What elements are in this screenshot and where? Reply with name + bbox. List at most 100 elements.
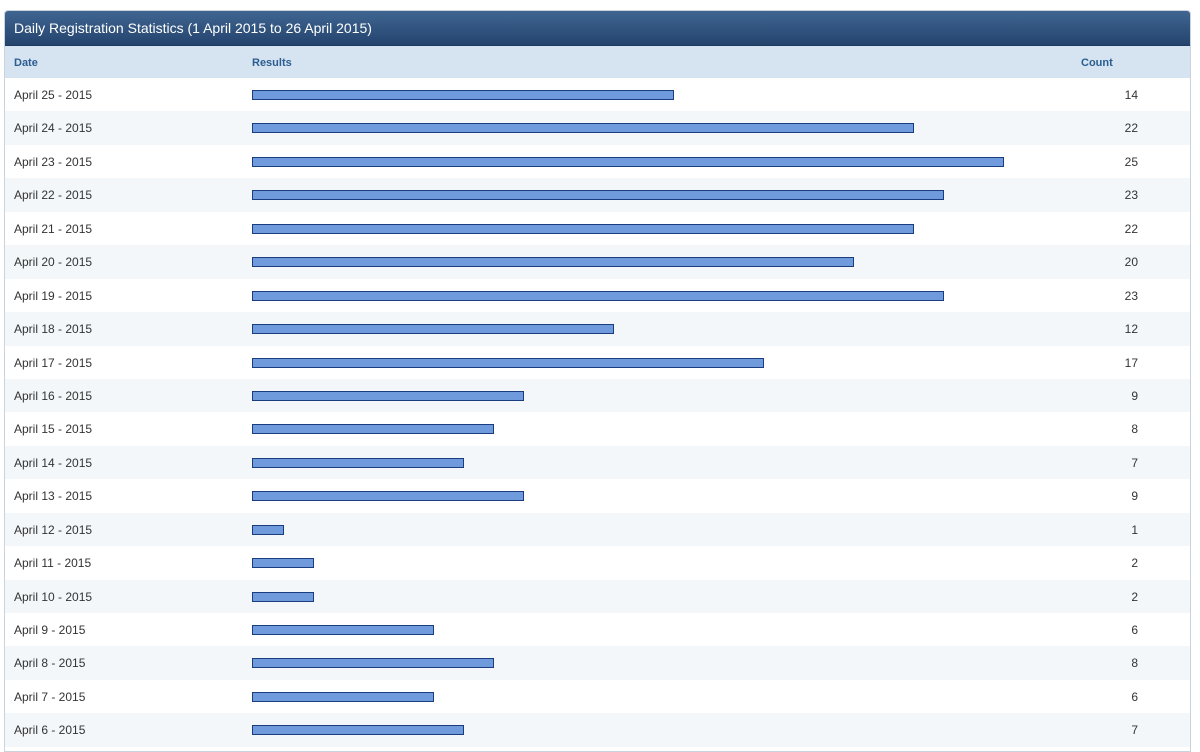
- row-date: April 25 - 2015: [14, 88, 93, 102]
- row-count: 8: [1131, 656, 1138, 671]
- row-count: 23: [1124, 288, 1138, 303]
- table-row: April 14 - 2015 7: [5, 445, 1190, 480]
- row-count: 25: [1124, 154, 1138, 169]
- table-row: April 25 - 2015 14: [5, 78, 1190, 112]
- row-count: 7: [1131, 723, 1138, 738]
- row-date: April 14 - 2015: [14, 455, 93, 470]
- row-date: April 10 - 2015: [14, 589, 93, 604]
- bar-track: [252, 691, 1012, 702]
- table-row: April 17 - 2015 17: [5, 345, 1190, 379]
- row-count: 1: [1131, 522, 1138, 537]
- bar-track: [252, 223, 1012, 234]
- result-bar: [252, 658, 494, 669]
- result-bar: [252, 156, 1004, 167]
- table-row: April 13 - 2015 9: [5, 479, 1190, 513]
- column-header-count: Count: [1081, 57, 1113, 69]
- panel-title: Daily Registration Statistics (1 April 2…: [5, 11, 1190, 46]
- bar-track: [252, 491, 1012, 502]
- row-date: April 23 - 2015: [14, 154, 93, 169]
- row-date: April 20 - 2015: [14, 255, 93, 270]
- result-bar: [252, 390, 524, 401]
- row-date: April 17 - 2015: [14, 355, 93, 370]
- result-bar: [252, 524, 284, 535]
- column-header-results: Results: [252, 57, 292, 69]
- table-row: April 12 - 2015 1: [5, 512, 1190, 547]
- row-count: 17: [1124, 355, 1138, 370]
- registration-stats-panel: Daily Registration Statistics (1 April 2…: [4, 10, 1191, 752]
- row-date: April 12 - 2015: [14, 522, 93, 537]
- result-bar: [252, 558, 314, 569]
- row-count: 22: [1124, 121, 1138, 136]
- row-count: 8: [1131, 422, 1138, 437]
- table-row: April 11 - 2015 2: [5, 546, 1190, 580]
- bar-track: [252, 156, 1012, 167]
- table-row: April 8 - 2015 8: [5, 646, 1190, 680]
- bar-track: [252, 658, 1012, 669]
- row-count: 7: [1131, 455, 1138, 470]
- row-count: 2: [1131, 589, 1138, 604]
- row-date: April 15 - 2015: [14, 422, 93, 437]
- row-count: 2: [1131, 556, 1138, 571]
- row-date: April 24 - 2015: [14, 121, 93, 136]
- row-count: 9: [1131, 388, 1138, 403]
- row-count: 12: [1124, 322, 1138, 337]
- table-row: April 19 - 2015 23: [5, 278, 1190, 313]
- table-row: April 24 - 2015 22: [5, 111, 1190, 145]
- row-date: April 13 - 2015: [14, 489, 93, 504]
- column-header-date: Date: [14, 57, 38, 69]
- result-bar: [252, 691, 434, 702]
- result-bar: [252, 357, 764, 368]
- result-bar: [252, 591, 314, 602]
- result-bar: [252, 424, 494, 435]
- result-bar: [252, 725, 464, 736]
- result-bar: [252, 625, 434, 635]
- row-count: 6: [1131, 623, 1138, 637]
- row-date: April 9 - 2015: [14, 623, 86, 637]
- row-count: 22: [1124, 221, 1138, 236]
- result-bar: [252, 90, 674, 100]
- bar-track: [252, 524, 1012, 535]
- table-row: April 6 - 2015 7: [5, 713, 1190, 747]
- bar-track: [252, 123, 1012, 134]
- bar-track: [252, 390, 1012, 401]
- table-row: April 20 - 2015 20: [5, 245, 1190, 279]
- result-bar: [252, 190, 944, 201]
- row-date: April 19 - 2015: [14, 288, 93, 303]
- result-bar: [252, 123, 914, 134]
- table-row: April 9 - 2015 6: [5, 613, 1190, 647]
- result-bar: [252, 324, 614, 335]
- bar-track: [252, 190, 1012, 201]
- row-date: April 21 - 2015: [14, 221, 93, 236]
- bar-track: [252, 424, 1012, 435]
- row-date: April 18 - 2015: [14, 322, 93, 337]
- row-date: April 22 - 2015: [14, 188, 93, 203]
- stats-rows: April 25 - 2015 14 April 24 - 2015 22 April …: [5, 78, 1190, 747]
- table-row: April 10 - 2015 2: [5, 579, 1190, 613]
- result-bar: [252, 223, 914, 234]
- bar-track: [252, 457, 1012, 468]
- bar-track: [252, 357, 1012, 368]
- table-row: April 23 - 2015 25: [5, 144, 1190, 179]
- row-count: 20: [1124, 255, 1138, 270]
- row-count: 9: [1131, 489, 1138, 504]
- column-header-row: Date Results Count: [5, 46, 1190, 78]
- result-bar: [252, 491, 524, 502]
- row-count: 6: [1131, 689, 1138, 704]
- table-row: April 16 - 2015 9: [5, 378, 1190, 413]
- row-date: April 6 - 2015: [14, 723, 86, 738]
- row-count: 23: [1124, 188, 1138, 203]
- row-date: April 16 - 2015: [14, 388, 93, 403]
- bar-track: [252, 324, 1012, 335]
- table-row: April 7 - 2015 6: [5, 679, 1190, 714]
- row-date: April 7 - 2015: [14, 689, 86, 704]
- result-bar: [252, 257, 854, 268]
- row-count: 14: [1124, 88, 1138, 102]
- bar-track: [252, 90, 1012, 100]
- bar-track: [252, 257, 1012, 268]
- result-bar: [252, 290, 944, 301]
- row-date: April 8 - 2015: [14, 656, 86, 671]
- table-row: April 18 - 2015 12: [5, 312, 1190, 346]
- bar-track: [252, 725, 1012, 736]
- table-row: April 21 - 2015 22: [5, 211, 1190, 246]
- bar-track: [252, 290, 1012, 301]
